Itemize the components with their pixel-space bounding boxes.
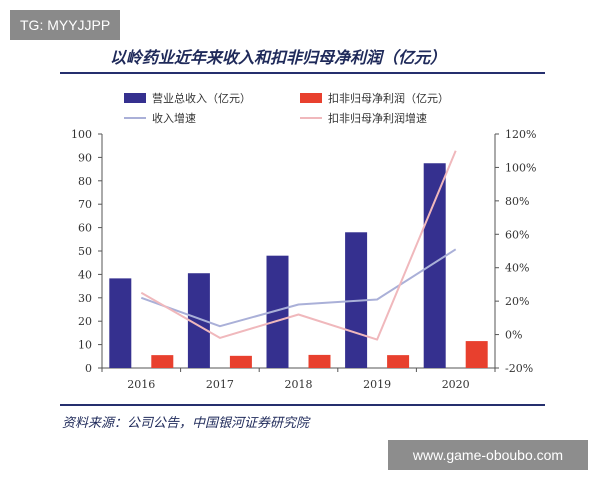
left-tick-label: 0	[85, 362, 92, 375]
right-tick-label: 120%	[505, 128, 536, 141]
right-tick-label: -20%	[505, 362, 533, 375]
right-tick-label: 100%	[505, 161, 536, 174]
legend-revenue-growth: 收入增速	[124, 110, 196, 126]
line-revenue-growth	[140, 248, 457, 328]
left-tick-label: 20	[78, 315, 92, 328]
legend-profit: 扣非归母净利润（亿元）	[300, 90, 449, 106]
right-tick-label: 0%	[505, 329, 522, 342]
bar-profit	[465, 341, 488, 368]
left-tick-label: 10	[78, 339, 92, 352]
legend-profit-swatch	[300, 93, 322, 103]
bar-profit	[151, 355, 174, 368]
bar-revenue	[187, 273, 210, 368]
x-tick-label: 2019	[363, 378, 391, 391]
left-tick-label: 100	[71, 128, 92, 141]
x-tick-label: 2018	[285, 378, 313, 391]
legend-profit-growth: 扣非归母净利润增速	[300, 110, 427, 126]
left-tick-label: 80	[78, 175, 92, 188]
bar-revenue	[423, 163, 446, 368]
right-tick-label: 40%	[505, 262, 529, 275]
left-tick-label: 60	[78, 222, 92, 235]
bar-profit	[308, 354, 331, 368]
line-profit-growth	[140, 150, 457, 341]
right-tick-label: 60%	[505, 228, 529, 241]
source-divider	[60, 404, 545, 406]
legend-revenue-growth-label: 收入增速	[152, 112, 196, 125]
legend-revenue: 营业总收入（亿元）	[124, 90, 251, 106]
right-tick-label: 20%	[505, 295, 529, 308]
x-tick-label: 2016	[127, 378, 155, 391]
chart-title: 以岭药业近年来收入和扣非归母净利润（亿元）	[110, 48, 447, 67]
x-tick-label: 2017	[206, 378, 234, 391]
source-note: 资料来源：公司公告，中国银河证券研究院	[62, 416, 310, 431]
legend-revenue-label: 营业总收入（亿元）	[152, 92, 251, 105]
right-tick-label: 80%	[505, 195, 529, 208]
left-tick-label: 40	[78, 268, 92, 281]
left-tick-label: 70	[78, 198, 92, 211]
x-tick-label: 2020	[442, 378, 470, 391]
left-tick-label: 50	[78, 245, 92, 258]
bar-revenue	[266, 255, 289, 368]
legend-profit-label: 扣非归母净利润（亿元）	[328, 92, 449, 105]
legend-profit-growth-label: 扣非归母净利润增速	[328, 112, 427, 125]
bar-profit	[229, 355, 252, 368]
left-tick-label: 90	[78, 151, 92, 164]
legend-revenue-growth-line	[124, 117, 146, 119]
bar-revenue	[109, 278, 132, 368]
legend-revenue-swatch	[124, 93, 146, 103]
tg-badge: TG: MYYJJPP	[10, 10, 121, 40]
watermark-badge: www.game-oboubo.com	[388, 440, 588, 470]
bar-profit	[387, 355, 410, 368]
legend-profit-growth-line	[300, 117, 322, 119]
title-divider	[60, 72, 545, 74]
left-tick-label: 30	[78, 292, 92, 305]
